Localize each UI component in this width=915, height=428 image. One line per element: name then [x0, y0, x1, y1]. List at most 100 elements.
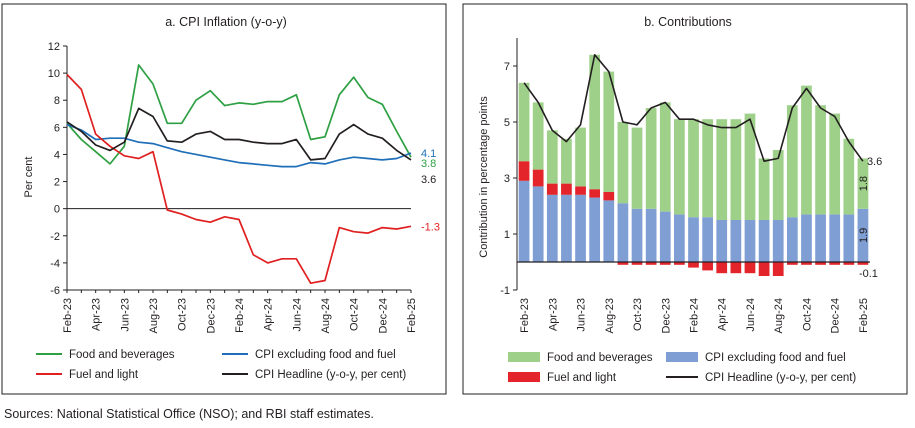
panel-b-x-tick-label: Oct-24	[801, 298, 813, 331]
panel-b-bar-core	[801, 214, 812, 262]
panel-b-bar-core	[674, 214, 685, 262]
panel-b-bar-core	[730, 220, 742, 262]
panel-a-x-tick-label: Oct-23	[177, 298, 189, 331]
panel-a-legend: Food and beverages CPI excluding food and…	[36, 349, 406, 381]
panel-b-bar-food	[617, 122, 629, 204]
panel-b-bar-core	[702, 217, 713, 262]
panel-b-bar-food	[857, 158, 869, 209]
panel-b-bar-core	[815, 214, 826, 262]
panel-b-bar-fuel	[603, 192, 615, 201]
panel-a-x-tick-label: Aug-24	[320, 298, 332, 333]
panel-a-legend-label: CPI Headline (y-o-y, per cent)	[255, 369, 406, 381]
panel-a-x-tick-label: Jun-23	[119, 298, 131, 332]
panel-a-title: a. CPI Inflation (y-o-y)	[165, 15, 287, 29]
panel-b-bar-core	[617, 203, 629, 262]
panel-a-x-tick-label: Dec-24	[377, 298, 389, 333]
panel-b-bar-fuel	[772, 262, 784, 276]
source-note: Sources: National Statistical Office (NS…	[4, 407, 374, 421]
panel-a-x-tick-label: Feb-25	[406, 298, 418, 333]
panel-b-bar-food	[688, 119, 699, 218]
panel-b-bar-food	[518, 82, 530, 162]
panel-b-bar-core	[561, 194, 572, 262]
panel-b-bar-core	[659, 211, 671, 262]
panel-a-legend-label: Fuel and light	[69, 369, 139, 381]
panel-b-plot: -1 1 3 5 7 Feb-23 Apr-23 Jun-23 Aug-23 Oct-23 Dec-…	[500, 38, 882, 333]
panel-b-x-tick-label: Aug-24	[773, 298, 785, 333]
panel-b-legend-swatch	[508, 352, 540, 362]
panel-b-headline-line	[523, 53, 864, 162]
panel-a-legend-label: CPI excluding food and fuel	[255, 349, 396, 361]
panel-b-y-tick-label: 1	[504, 229, 510, 241]
panel-b-annotation: 1.9	[858, 228, 870, 243]
panel-b-legend: Food and beverages CPI excluding food and…	[508, 352, 856, 384]
panel-b-bar-fuel	[532, 169, 544, 187]
panel-b-x-tick-label: Jun-24	[745, 298, 757, 332]
panel-b-bar-fuel	[645, 262, 657, 265]
panel-b-legend-label: Fuel and light	[547, 372, 617, 384]
panel-b-annotation: -0.1	[859, 268, 878, 280]
panel-a-series-line	[66, 123, 412, 168]
panel-a-frame	[1, 3, 447, 395]
panel-a-y-tick-label: -6	[50, 285, 60, 297]
panel-b-bar-food	[561, 138, 572, 184]
panel-b-bar-fuel	[688, 262, 699, 268]
panel-b-bar-core	[772, 220, 784, 262]
panel-b-legend-label: CPI excluding food and fuel	[705, 352, 846, 364]
panel-b-x-tick-label: Feb-24	[689, 298, 701, 333]
panel-b-bar-food	[815, 105, 826, 215]
panel-a-x-tick-label: Oct-24	[349, 298, 361, 331]
panel-a-end-label: 4.1	[421, 148, 436, 160]
panel-b-bar-fuel	[744, 262, 756, 274]
panel-b-y-tick-label: 3	[504, 173, 510, 185]
panel-b-bar-fuel	[758, 262, 770, 276]
panel-a-series-line	[66, 107, 412, 161]
panel-b-bar-fuel	[518, 161, 530, 181]
panel-b-bar-core	[532, 186, 544, 262]
panel-b-y-tick-label: 5	[504, 117, 510, 129]
panel-b-bar-fuel	[815, 262, 826, 265]
panel-b-bar-fuel	[716, 262, 728, 274]
panel-a-series-line	[66, 64, 412, 165]
panel-b-title: b. Contributions	[644, 15, 732, 29]
panel-b-x-tick-label: Dec-24	[830, 298, 842, 333]
panel-b-legend-swatch	[666, 352, 698, 362]
panel-a-legend-label: Food and beverages	[69, 349, 175, 361]
panel-b-bar-core	[744, 220, 756, 262]
panel-b-bar-food	[758, 158, 770, 220]
panel-a-y-tick-label: 12	[48, 41, 60, 53]
panel-a-y-tick-label: 0	[54, 204, 60, 216]
panel-b-y-axis-label: Contribution in percentage points	[478, 96, 490, 258]
panel-b-frame	[462, 3, 908, 395]
panel-b-bar-food	[674, 119, 685, 215]
panel-b-x-tick-label: Feb-23	[519, 298, 531, 333]
panel-b-annotation: 3.6	[867, 156, 882, 168]
panel-b-bar-food	[546, 130, 558, 184]
panel-b-bar-food	[589, 54, 601, 190]
panel-b-bar-core	[688, 217, 699, 262]
panel-b-bar-food	[575, 127, 586, 187]
panel-a-y-tick-label: -2	[50, 231, 60, 243]
panel-b-bar-food	[532, 102, 544, 170]
panel-b-bar-food	[786, 105, 798, 218]
panel-b-bar-core	[518, 180, 530, 262]
panel-b-legend-label: Food and beverages	[547, 352, 653, 364]
panel-b-bar-fuel	[801, 262, 812, 265]
panel-a-end-label: 3.6	[421, 174, 436, 186]
panel-b-bar-fuel	[546, 183, 558, 195]
panel-b-bar-core	[603, 200, 615, 262]
panel-b-bar-fuel	[829, 262, 841, 265]
panel-b-bar-fuel	[730, 262, 742, 274]
panel-a-x-tick-label: Apr-23	[91, 298, 103, 331]
panel-b-bar-core	[631, 208, 643, 262]
panel-b-x-tick-label: Apr-23	[547, 298, 559, 331]
panel-b-bar-core	[716, 220, 728, 262]
panel-b-x-tick-label: Apr-24	[717, 298, 729, 331]
panel-b-legend-swatch	[508, 372, 540, 382]
panel-a-y-tick-label: 8	[54, 95, 60, 107]
panel-a-y-tick-label: 4	[54, 149, 60, 161]
panel-b-x-tick-label: Oct-23	[632, 298, 644, 331]
panel-a-x-tick-label: Aug-23	[148, 298, 160, 333]
panel-b-bar-core	[575, 194, 586, 262]
panel-b-bar-food	[702, 119, 713, 218]
panel-b-bar-fuel	[589, 189, 601, 198]
